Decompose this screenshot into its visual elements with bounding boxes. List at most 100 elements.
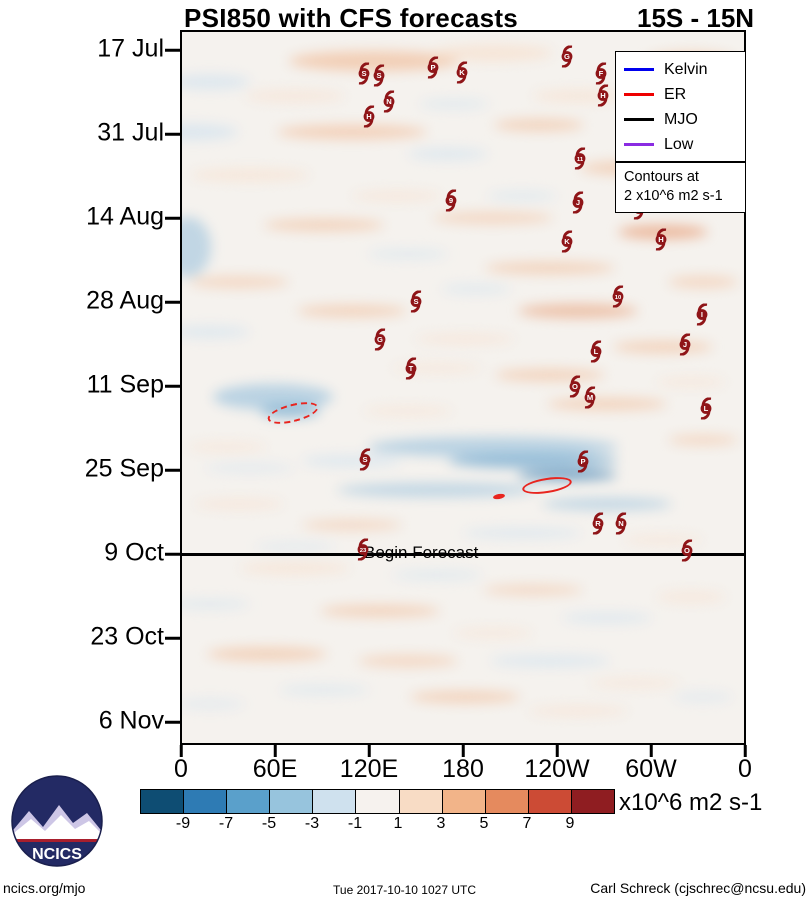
contour-blob — [189, 169, 310, 181]
svg-text:H: H — [600, 91, 606, 100]
legend-contour-note-2: 2 x10^6 m2 s-1 — [624, 187, 723, 204]
y-axis-tick — [165, 300, 180, 304]
tropical-cyclone-icon: L — [698, 396, 715, 425]
contour-blob — [489, 655, 610, 668]
y-axis-label: 25 Sep — [84, 454, 164, 483]
contour-blob — [336, 482, 537, 497]
svg-text:G: G — [564, 52, 570, 61]
contour-blob — [415, 334, 515, 345]
legend-divider — [616, 161, 745, 163]
tropical-cyclone-icon: H — [361, 104, 378, 133]
colorbar-segment — [227, 790, 271, 813]
contour-blob — [518, 303, 639, 318]
colorbar-tick-label: 7 — [522, 815, 532, 832]
legend-box: Kelvin ER MJO Low Contours at 2 x10^6 m2 s-… — [615, 51, 746, 213]
contour-blob — [188, 276, 289, 289]
contour-blob — [363, 405, 454, 416]
svg-text:J: J — [576, 198, 580, 207]
tropical-cyclone-icon: L — [588, 339, 605, 368]
contour-blob — [516, 470, 617, 481]
footer-timestamp: Tue 2017-10-10 1027 UTC — [333, 883, 476, 897]
x-axis-tick — [273, 745, 277, 757]
tropical-cyclone-icon: H — [595, 83, 612, 112]
contour-blob — [589, 677, 680, 688]
contour-blob — [528, 706, 629, 717]
tropical-cyclone-icon: K — [559, 229, 576, 258]
tropical-cyclone-icon: I — [694, 302, 711, 331]
x-axis-tick — [743, 745, 747, 757]
tropical-cyclone-icon: K — [454, 60, 471, 89]
y-axis-label: 9 Oct — [104, 538, 164, 567]
tropical-cyclone-icon: O — [567, 374, 584, 403]
legend-item-label: ER — [664, 85, 687, 103]
contour-blob — [667, 276, 738, 289]
colorbar-segment — [528, 790, 572, 813]
colorbar-tick-label: 3 — [436, 815, 446, 832]
contour-blob — [368, 248, 449, 259]
svg-text:S: S — [362, 455, 367, 464]
tropical-cyclone-icon: P — [425, 55, 442, 84]
tropical-cyclone-icon: J — [677, 332, 694, 361]
colorbar-tick-label: 5 — [479, 815, 489, 832]
contour-blob — [182, 599, 251, 609]
svg-text:L: L — [704, 404, 709, 413]
tropical-cyclone-icon: G — [372, 327, 389, 356]
colorbar — [140, 789, 615, 814]
svg-text:P: P — [580, 457, 585, 466]
contour-blob — [541, 497, 672, 510]
tropical-cyclone-icon: S — [408, 289, 425, 318]
svg-text:10: 10 — [615, 295, 622, 301]
contour-blob — [410, 690, 520, 703]
contour-blob — [368, 436, 619, 457]
legend-item: Kelvin — [624, 57, 737, 82]
contour-blob — [320, 605, 441, 618]
tropical-cyclone-icon: 9 — [443, 188, 460, 217]
y-axis-label: 11 Sep — [86, 370, 164, 399]
svg-text:K: K — [459, 68, 465, 77]
x-axis-label: 60W — [625, 755, 677, 783]
y-axis-tick — [165, 216, 180, 220]
chart-lat-range: 15S - 15N — [637, 3, 755, 33]
contour-blob — [461, 527, 582, 538]
tropical-cyclone-icon: S — [356, 61, 373, 90]
x-axis-tick — [179, 745, 183, 757]
mjo-line-swatch — [624, 118, 654, 121]
contour-blob — [240, 562, 351, 575]
y-axis-tick — [165, 720, 180, 724]
y-axis-label: 31 Jul — [97, 118, 164, 147]
y-axis-label: 14 Aug — [86, 202, 164, 231]
y-axis-tick — [165, 132, 180, 136]
contour-blob — [561, 613, 652, 624]
contour-blob — [182, 699, 246, 710]
y-axis-tick — [165, 48, 180, 52]
colorbar-tick-label: 1 — [393, 815, 403, 832]
svg-text:H: H — [658, 235, 664, 244]
chart-title: PSI850 with CFS forecasts — [184, 3, 519, 33]
contour-blob — [278, 684, 369, 695]
contour-blob — [391, 570, 482, 581]
legend-item: ER — [624, 82, 737, 107]
y-axis-label: 6 Nov — [98, 706, 164, 735]
contour-blob — [206, 647, 327, 662]
ncics-logo: NCICS — [11, 775, 103, 867]
contour-blob — [296, 304, 407, 317]
svg-text:K: K — [564, 237, 570, 246]
svg-text:11: 11 — [577, 157, 584, 163]
tropical-cyclone-icon: N — [613, 511, 630, 540]
contour-blob — [494, 369, 605, 382]
tropical-cyclone-icon: S — [371, 63, 388, 92]
er-line-swatch — [624, 93, 654, 96]
contour-blob — [301, 520, 402, 531]
contour-blob — [182, 75, 251, 90]
colorbar-segment — [356, 790, 400, 813]
contour-blob — [486, 191, 557, 202]
contour-blob — [656, 377, 727, 388]
contour-blob — [453, 627, 534, 638]
contour-blob — [193, 498, 284, 509]
footer-credit: Carl Schreck (cjschrec@ncsu.edu) — [590, 880, 806, 896]
svg-text:M: M — [587, 393, 593, 402]
legend-contour-note-1: Contours at — [624, 168, 699, 185]
tropical-cyclone-icon: H — [653, 227, 670, 256]
svg-text:O: O — [572, 382, 578, 391]
